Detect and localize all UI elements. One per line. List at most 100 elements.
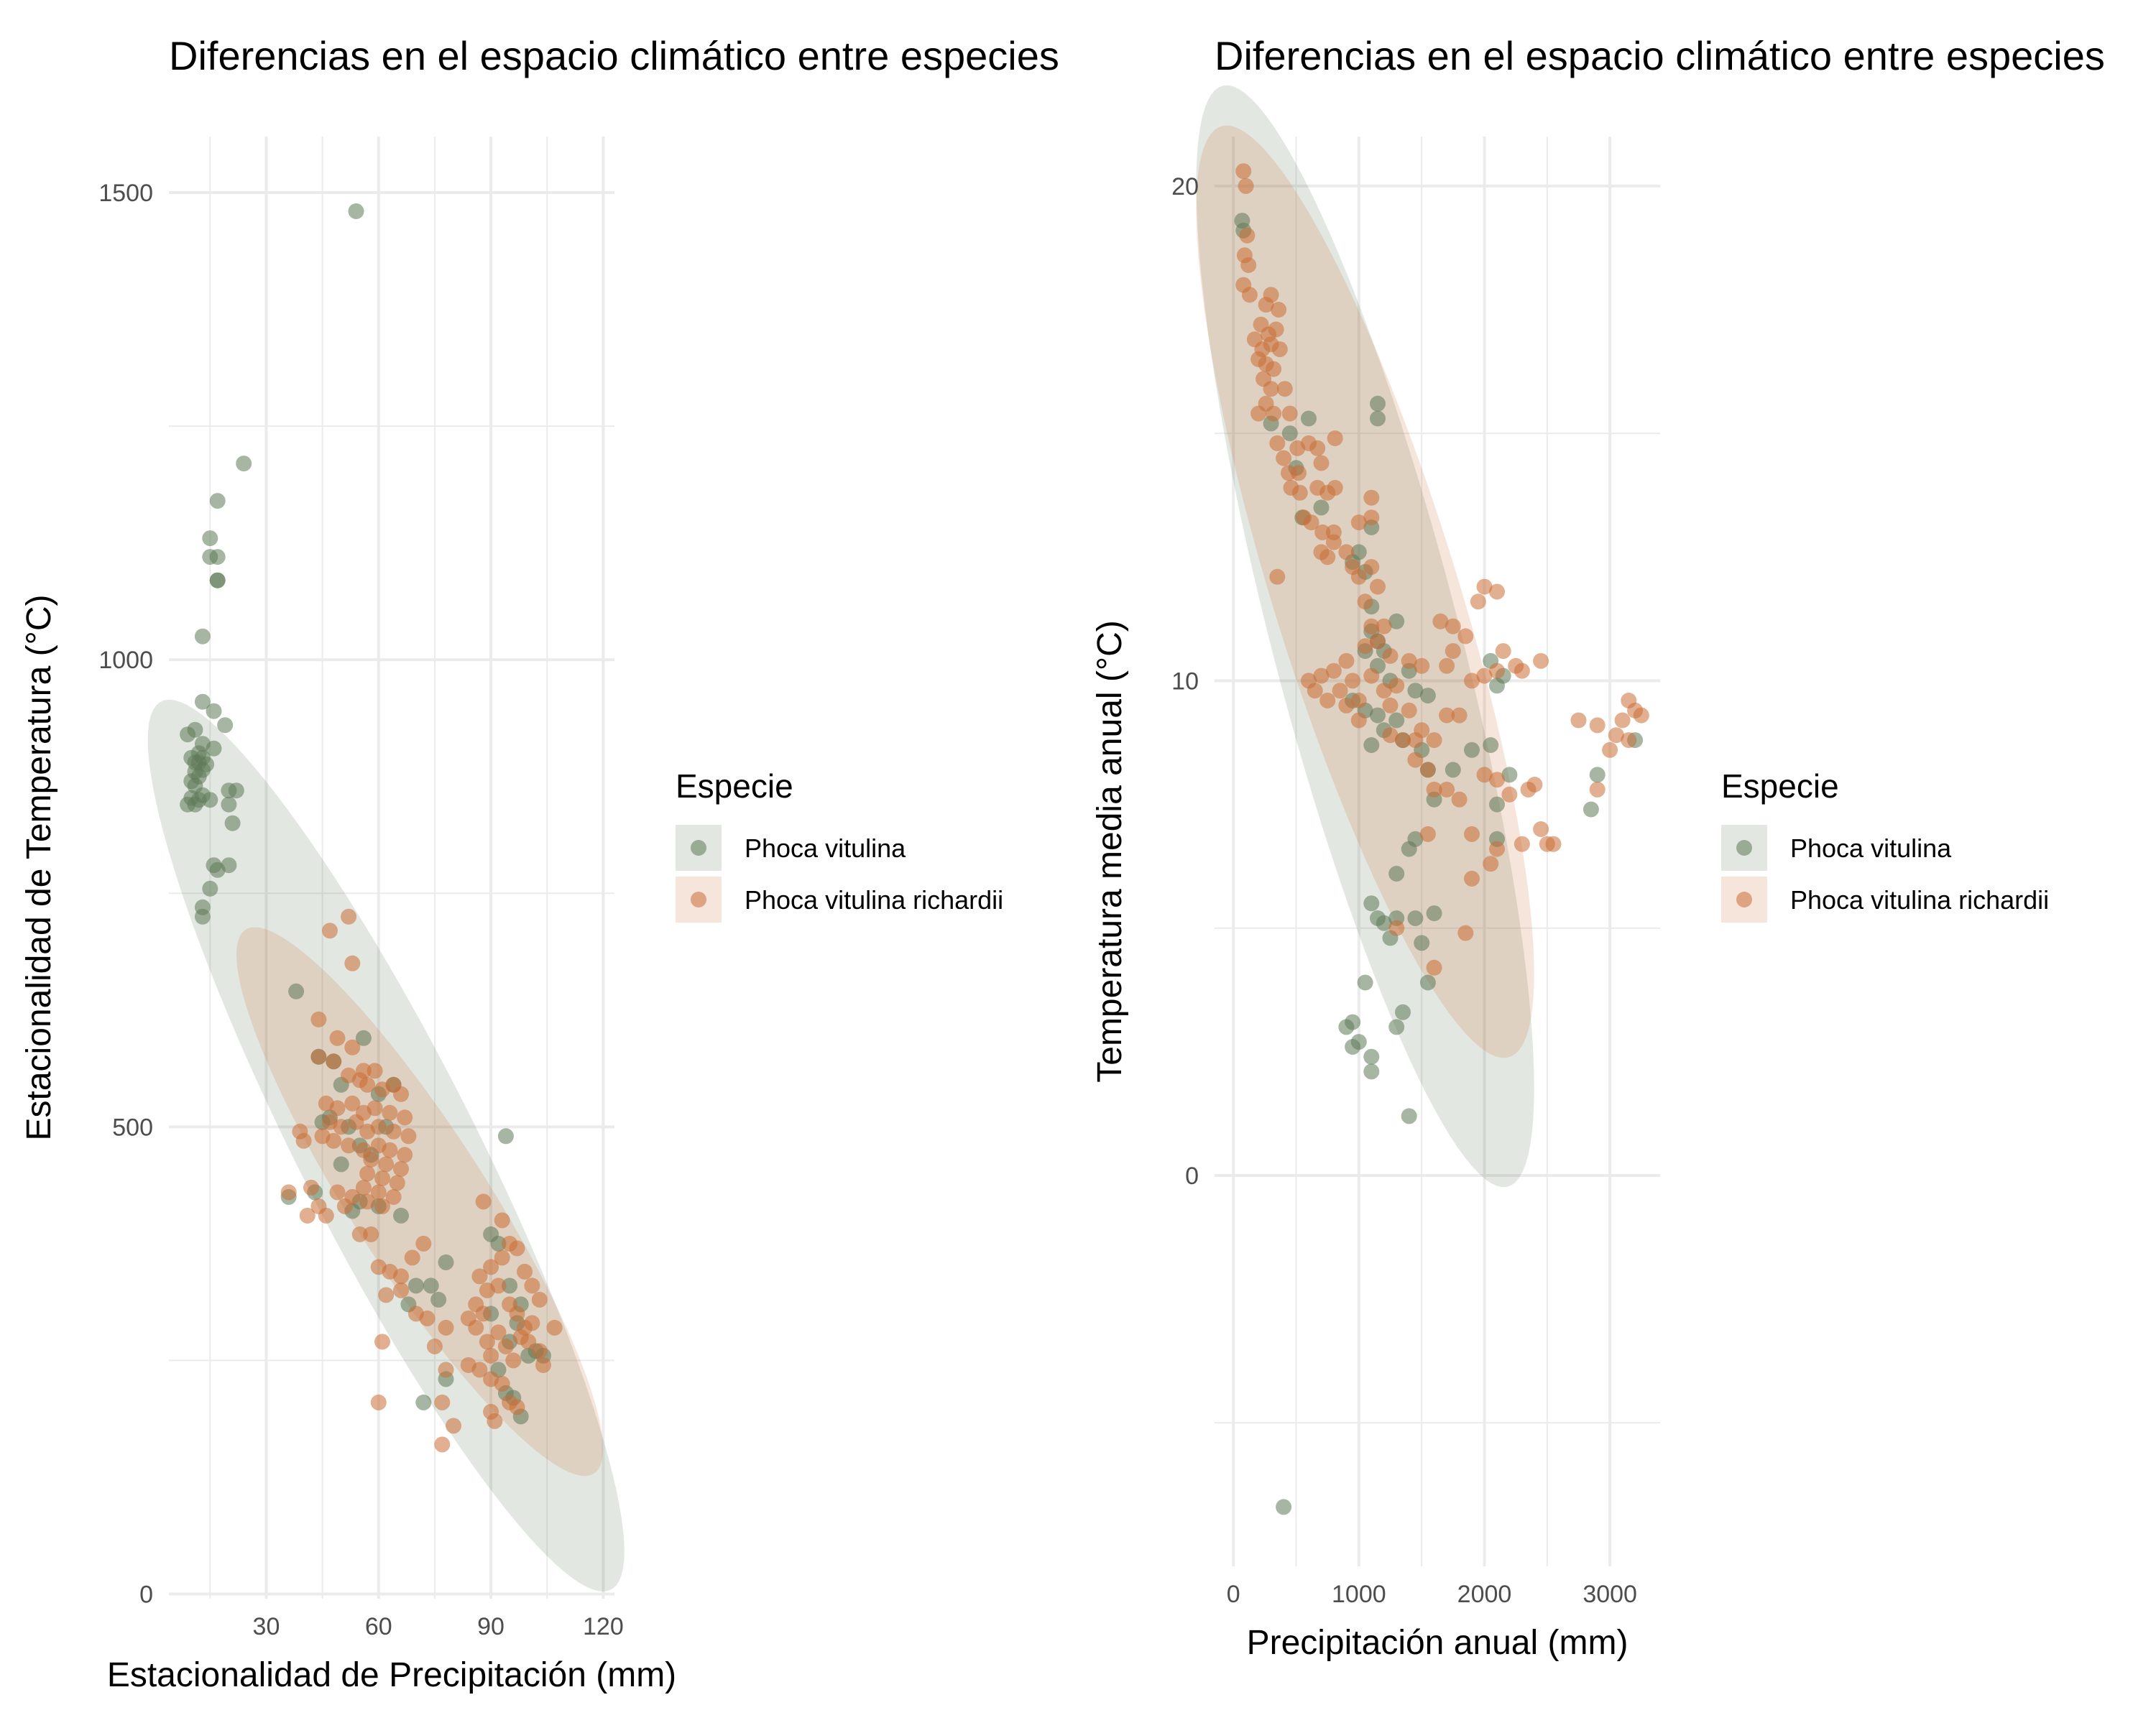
data-point-richardii bbox=[1432, 613, 1449, 629]
data-point-richardii bbox=[1269, 435, 1286, 451]
data-point-richardii bbox=[1291, 465, 1307, 481]
data-point-richardii bbox=[1239, 227, 1256, 244]
legend-left: Especie Phoca vitulina Phoca vitulina ri… bbox=[676, 767, 1003, 923]
legend-label-phoca-vitulina-left: Phoca vitulina bbox=[745, 833, 906, 863]
data-point-richardii bbox=[385, 1123, 402, 1140]
data-point-phoca-vitulina bbox=[221, 857, 237, 874]
ellipses-right bbox=[1196, 85, 1534, 1188]
data-point-richardii bbox=[1464, 826, 1480, 842]
data-point-richardii bbox=[468, 1296, 484, 1313]
data-point-richardii bbox=[329, 1184, 346, 1201]
data-point-phoca-vitulina bbox=[490, 1235, 507, 1252]
data-point-richardii bbox=[1327, 430, 1343, 446]
data-point-richardii bbox=[1370, 633, 1386, 650]
data-point-phoca-vitulina bbox=[1419, 688, 1436, 704]
x-tick-label: 3000 bbox=[1583, 1581, 1637, 1608]
legend-dot-richardii-right bbox=[1736, 892, 1752, 907]
data-point-richardii bbox=[1407, 752, 1424, 768]
data-point-phoca-vitulina bbox=[209, 549, 226, 565]
data-point-richardii bbox=[1489, 662, 1505, 679]
data-point-phoca-vitulina bbox=[1363, 1048, 1380, 1065]
data-point-phoca-vitulina bbox=[1445, 762, 1461, 778]
data-point-richardii bbox=[1240, 257, 1257, 273]
data-point-richardii bbox=[1419, 762, 1436, 778]
data-point-richardii bbox=[1266, 405, 1282, 422]
data-point-richardii bbox=[426, 1338, 443, 1354]
data-point-richardii bbox=[1570, 712, 1587, 729]
x-tick-label: 1000 bbox=[1332, 1581, 1386, 1608]
y-tick-label: 20 bbox=[1171, 173, 1199, 200]
data-point-phoca-vitulina bbox=[1414, 935, 1430, 951]
x-axis-title-left: Estacionalidad de Precipitación (mm) bbox=[107, 1656, 676, 1694]
data-point-richardii bbox=[479, 1334, 495, 1350]
data-point-richardii bbox=[1457, 628, 1474, 644]
y-tick-label: 10 bbox=[1171, 667, 1199, 695]
data-point-phoca-vitulina bbox=[1401, 1108, 1417, 1124]
data-point-phoca-vitulina bbox=[288, 983, 305, 999]
data-point-richardii bbox=[419, 1310, 436, 1326]
gridlines-right bbox=[1215, 137, 1660, 1566]
data-point-phoca-vitulina bbox=[393, 1207, 409, 1224]
data-point-richardii bbox=[1608, 727, 1624, 744]
legend-dot-richardii-left bbox=[691, 892, 706, 907]
legend-dot-phoca-vitulina-right bbox=[1736, 840, 1752, 856]
data-point-richardii bbox=[1363, 559, 1380, 576]
data-point-richardii bbox=[374, 1334, 390, 1350]
data-point-phoca-vitulina bbox=[1376, 915, 1392, 931]
data-point-richardii bbox=[1407, 732, 1424, 749]
data-point-richardii bbox=[1533, 821, 1549, 837]
data-point-phoca-vitulina bbox=[202, 530, 218, 547]
data-point-phoca-vitulina bbox=[1338, 1019, 1355, 1035]
data-point-richardii bbox=[1363, 489, 1380, 506]
data-point-richardii bbox=[1271, 341, 1288, 358]
data-point-richardii bbox=[1388, 678, 1405, 694]
data-point-richardii bbox=[1370, 578, 1386, 595]
data-point-richardii bbox=[1303, 514, 1319, 531]
data-point-phoca-vitulina bbox=[348, 203, 364, 219]
data-point-richardii bbox=[1382, 727, 1399, 744]
data-point-phoca-vitulina bbox=[221, 796, 237, 813]
data-point-richardii bbox=[1489, 772, 1505, 788]
data-point-phoca-vitulina bbox=[206, 703, 222, 719]
data-point-richardii bbox=[1363, 667, 1380, 684]
data-point-richardii bbox=[1271, 302, 1287, 318]
data-point-phoca-vitulina bbox=[202, 880, 218, 897]
data-point-richardii bbox=[1327, 479, 1343, 496]
data-point-richardii bbox=[434, 1394, 451, 1410]
data-point-richardii bbox=[400, 1128, 417, 1145]
data-point-phoca-vitulina bbox=[1501, 767, 1518, 783]
data-point-phoca-vitulina bbox=[194, 628, 211, 644]
data-point-richardii bbox=[1401, 702, 1417, 719]
data-point-phoca-vitulina bbox=[1388, 866, 1405, 882]
data-point-richardii bbox=[509, 1399, 525, 1415]
data-point-richardii bbox=[505, 1352, 522, 1369]
data-point-richardii bbox=[520, 1334, 537, 1350]
data-point-richardii bbox=[1268, 321, 1284, 338]
data-point-richardii bbox=[1395, 732, 1411, 749]
data-point-richardii bbox=[494, 1249, 510, 1266]
panel-right: Diferencias en el espacio climático entr… bbox=[1091, 33, 2105, 1662]
data-point-richardii bbox=[415, 1235, 432, 1252]
legend-title-left: Especie bbox=[676, 767, 793, 805]
tick-labels-right: 0 1000 2000 3000 0 10 20 bbox=[1171, 173, 1637, 1608]
legend-right: Especie Phoca vitulina Phoca vitulina ri… bbox=[1721, 767, 2049, 923]
data-point-richardii bbox=[1276, 450, 1292, 466]
data-point-richardii bbox=[310, 1048, 327, 1065]
x-tick-label: 0 bbox=[1227, 1581, 1240, 1608]
data-point-richardii bbox=[374, 1170, 390, 1186]
data-point-richardii bbox=[344, 1095, 361, 1112]
ellipse-richardii bbox=[1196, 125, 1534, 1058]
data-point-phoca-vitulina bbox=[194, 693, 211, 710]
data-point-phoca-vitulina bbox=[1363, 895, 1380, 912]
data-point-richardii bbox=[1476, 667, 1493, 684]
data-point-phoca-vitulina bbox=[206, 740, 222, 757]
data-point-richardii bbox=[1495, 643, 1511, 660]
data-point-phoca-vitulina bbox=[423, 1277, 439, 1294]
data-point-richardii bbox=[1382, 697, 1399, 713]
data-point-richardii bbox=[517, 1263, 533, 1280]
data-point-richardii bbox=[1357, 638, 1373, 655]
data-point-richardii bbox=[1357, 593, 1373, 610]
data-point-richardii bbox=[1338, 697, 1355, 713]
data-point-richardii bbox=[546, 1319, 563, 1336]
data-point-richardii bbox=[329, 1030, 346, 1046]
